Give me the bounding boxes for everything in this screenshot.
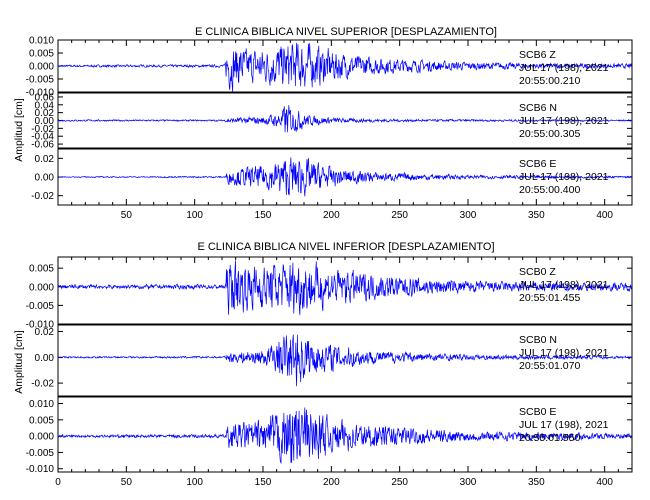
y-tick-label: -0.010 [26, 320, 55, 331]
x-tick-label: 150 [255, 210, 272, 221]
x-tick-label: 100 [186, 210, 203, 221]
time-label: 20:55:00.305 [519, 128, 580, 140]
y-tick-label: 0.005 [29, 264, 54, 275]
y-tick-label: -0.02 [31, 191, 54, 202]
x-tick-label: 50 [121, 210, 133, 221]
y-axis-label: Amplitud [cm] [13, 98, 25, 162]
y-tick-label: 0.010 [29, 399, 54, 410]
date-label: JUL 17 (198), 2021 [519, 115, 609, 127]
y-tick-label: 0.010 [29, 36, 54, 47]
y-tick-label: 0.005 [29, 49, 54, 60]
panel-inferior: E CLINICA BIBLICA NIVEL INFERIOR [DESPLA… [13, 241, 633, 488]
y-tick-label: 0.005 [29, 415, 54, 426]
station-component-label: SCB0 Z [519, 266, 556, 278]
x-tick-label: 100 [186, 477, 203, 488]
x-tick-label: 350 [528, 210, 545, 221]
y-tick-label: -0.02 [31, 124, 54, 135]
x-tick-label: 200 [323, 210, 340, 221]
panel-superior: E CLINICA BIBLICA NIVEL SUPERIOR [DESPLA… [13, 26, 633, 221]
x-tick-label: 50 [121, 477, 133, 488]
time-label: 20:55:01.070 [519, 360, 580, 372]
y-tick-label: -0.06 [31, 140, 54, 151]
station-component-label: SCB0 N [519, 334, 557, 346]
x-axis: 50 100 150 200 250 300 350 400 [57, 40, 633, 221]
x-tick-label: 300 [460, 210, 477, 221]
trace-frame [57, 324, 633, 397]
x-tick-label: 400 [596, 210, 613, 221]
station-component-label: SCB0 E [519, 406, 556, 418]
x-tick-label: 200 [323, 477, 340, 488]
time-label: 20:55:01.550 [519, 432, 580, 444]
date-label: JUL 17 (198), 2021 [519, 347, 609, 359]
y-tick-label: -0.010 [26, 88, 55, 99]
x-tick-label: 350 [528, 477, 545, 488]
x-axis: 0 50 100 150 200 250 300 350 400 [55, 257, 633, 488]
y-tick-label: 0.02 [35, 108, 55, 119]
date-label: JUL 17 (198), 2021 [519, 171, 609, 183]
panel-title: E CLINICA BIBLICA NIVEL INFERIOR [DESPLA… [197, 241, 494, 253]
y-tick-label: -0.005 [26, 301, 55, 312]
waveform-line [57, 407, 633, 465]
y-tick-label: 0.000 [29, 282, 54, 293]
waveform-line [57, 105, 633, 133]
date-label: JUL 17 (198), 2021 [519, 279, 609, 291]
y-tick-label: -0.02 [31, 379, 54, 390]
waveform-line [57, 42, 633, 92]
time-label: 20:55:01.455 [519, 292, 580, 304]
y-tick-label: -0.04 [31, 132, 54, 143]
y-axis-label: Amplitud [cm] [13, 330, 25, 394]
y-tick-label: -0.005 [26, 448, 55, 459]
x-tick-label: 250 [391, 210, 408, 221]
y-tick-label: 0.04 [35, 100, 55, 111]
y-tick-label: 0.00 [35, 116, 55, 127]
date-label: JUL 17 (198), 2021 [519, 419, 609, 431]
y-tick-label: 0.06 [35, 92, 55, 103]
y-tick-label: 0.000 [29, 432, 54, 443]
time-label: 20:55:00.400 [519, 184, 580, 196]
station-component-label: SCB6 Z [519, 49, 556, 61]
time-label: 20:55:00.210 [519, 75, 580, 87]
x-tick-label: 150 [255, 477, 272, 488]
y-tick-label: 0.02 [35, 154, 55, 165]
x-tick-label: 0 [55, 477, 61, 488]
y-tick-label: 0.000 [29, 62, 54, 73]
panel-title: E CLINICA BIBLICA NIVEL SUPERIOR [DESPLA… [195, 26, 497, 38]
x-tick-label: 400 [596, 477, 613, 488]
waveform-line [57, 157, 633, 197]
date-label: JUL 17 (198), 2021 [519, 62, 609, 74]
waveform-line [57, 260, 633, 316]
y-tick-label: -0.005 [26, 75, 55, 86]
station-component-label: SCB6 E [519, 158, 556, 170]
x-tick-label: 300 [460, 477, 477, 488]
y-tick-label: 0.02 [35, 327, 55, 338]
y-tick-label: 0.00 [35, 353, 55, 364]
station-component-label: SCB6 N [519, 102, 557, 114]
y-tick-label: 0.00 [35, 173, 55, 184]
y-tick-label: -0.010 [26, 464, 55, 475]
x-tick-label: 250 [391, 477, 408, 488]
waveform-line [57, 334, 633, 387]
